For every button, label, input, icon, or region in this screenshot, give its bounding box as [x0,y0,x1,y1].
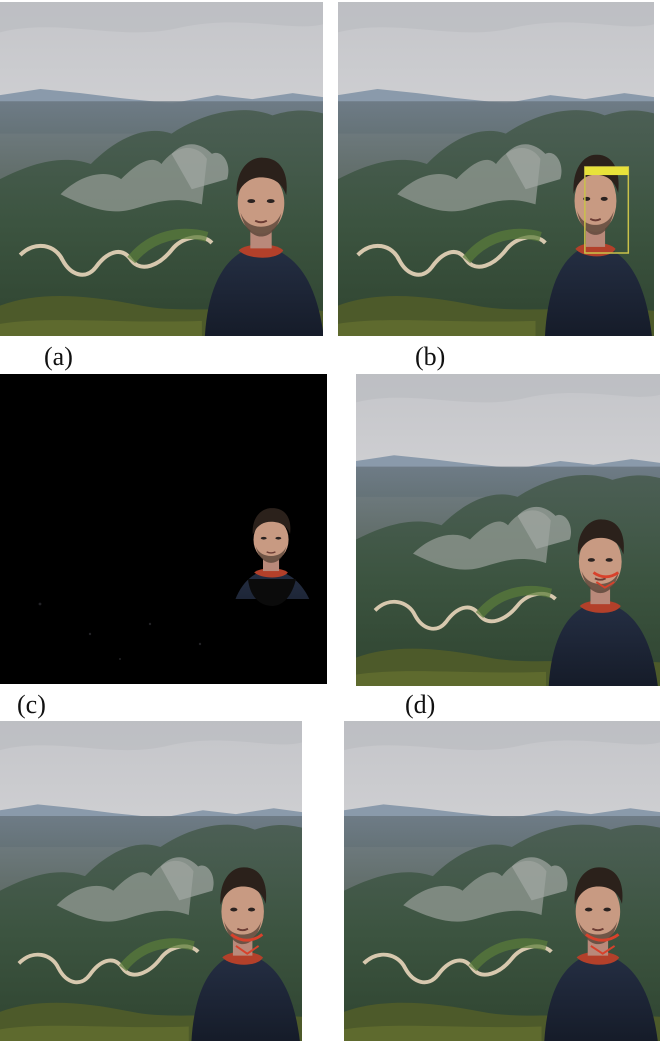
panel-b [338,2,654,336]
label-a: (a) [44,342,73,371]
landscape-image [338,2,654,336]
label-c: (c) [17,690,46,719]
panel-c [0,374,327,684]
panel-d [356,374,660,686]
landscape-image [0,721,302,1041]
segmented-image [0,374,327,684]
landscape-image [356,374,660,686]
label-d: (d) [405,690,436,719]
face-detection-header [584,166,629,176]
panel-a [0,2,323,336]
landscape-image [344,721,660,1041]
landscape-image [0,2,323,336]
panel-e [0,721,302,1041]
panel-f [344,721,660,1041]
label-b: (b) [415,342,446,371]
